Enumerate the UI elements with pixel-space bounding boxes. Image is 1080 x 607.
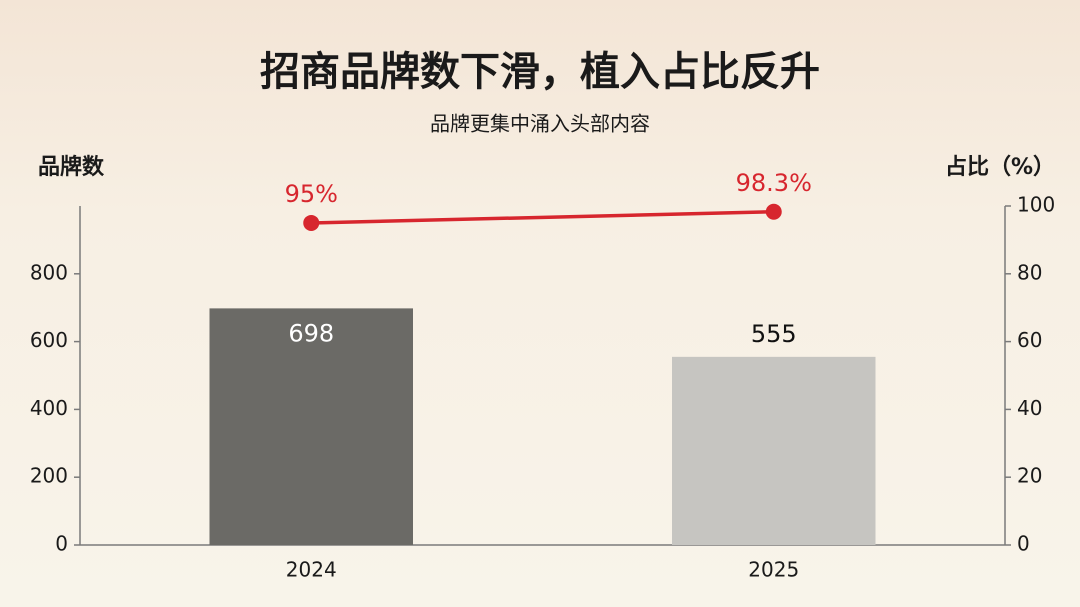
y-tick-label: 400 [30, 396, 68, 420]
y-tick-label: 600 [30, 328, 68, 352]
y2-tick-label: 60 [1017, 328, 1042, 352]
chart-title: 招商品牌数下滑，植入占比反升 [260, 49, 820, 95]
x-tick-label: 2024 [286, 558, 337, 582]
line-point [765, 203, 782, 220]
y-tick-label: 0 [55, 532, 68, 556]
line [311, 210, 774, 225]
y2-axis-title: 占比（%） [945, 155, 1055, 180]
y2-tick-label: 40 [1017, 396, 1042, 420]
bar [672, 356, 876, 545]
bar-value-label: 555 [751, 320, 797, 348]
y2-tick-label: 80 [1017, 260, 1042, 284]
y2-tick-label: 20 [1017, 464, 1042, 488]
x-tick-label: 2025 [748, 558, 799, 582]
line-point [303, 214, 320, 231]
line-value-label: 95% [285, 180, 338, 208]
y-tick-label: 800 [30, 260, 68, 284]
bar-value-label: 698 [288, 319, 334, 347]
line-value-label: 98.3% [736, 169, 812, 197]
y2-tick-label: 0 [1017, 532, 1030, 556]
y-axis-title: 品牌数 [38, 154, 105, 180]
y-tick-label: 200 [30, 464, 68, 488]
chart-subtitle: 品牌更集中涌入头部内容 [430, 112, 650, 136]
y2-tick-label: 100 [1017, 193, 1055, 217]
bar [209, 308, 413, 545]
